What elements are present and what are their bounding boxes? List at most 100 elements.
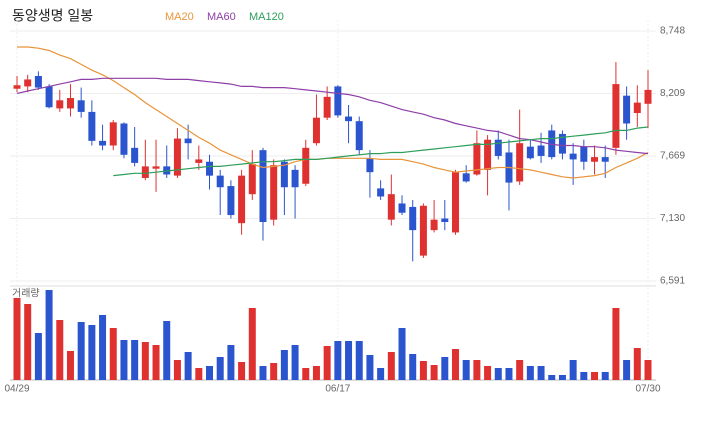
candle-body [441, 218, 449, 223]
candle-body [173, 138, 181, 176]
legend-label: MA60 [207, 11, 236, 23]
x-tick-label: 06/17 [325, 384, 350, 395]
candle-body [601, 157, 609, 162]
candle-body [484, 139, 492, 170]
candle-body [248, 164, 256, 195]
volume-bar [494, 368, 502, 380]
volume-bar [398, 328, 406, 380]
candle-body [526, 146, 534, 159]
candle-body [537, 145, 545, 156]
volume-bar [387, 352, 395, 380]
volume-bar [484, 366, 492, 380]
volume-bar [152, 345, 160, 380]
volume-bar [591, 372, 599, 380]
candle-body [109, 122, 117, 146]
candle-body [409, 206, 417, 231]
candle-body [45, 86, 53, 108]
volume-bar [227, 345, 235, 380]
y-tick-label: 8,748 [660, 26, 685, 37]
volume-bar [24, 304, 32, 380]
ma-line [16, 77, 649, 155]
candle-body [184, 138, 192, 144]
volume-bar [45, 290, 53, 380]
volume-bar [248, 308, 256, 380]
y-tick-label: 6,591 [660, 276, 685, 287]
volume-bar [56, 320, 64, 380]
volume-bar [99, 315, 107, 380]
volume-label: 거래량 [12, 288, 40, 300]
volume-bar [601, 372, 609, 380]
candle-body [56, 100, 64, 109]
volume-bar [280, 350, 288, 380]
volume-bar [131, 340, 139, 380]
volume-bar [323, 346, 331, 380]
volume-bar [430, 365, 438, 380]
volume-bar [377, 368, 385, 380]
candle-body [291, 169, 299, 188]
volume-bar [302, 368, 310, 380]
candle-body [494, 139, 502, 156]
volume-bar [312, 366, 320, 380]
candle-body [398, 203, 406, 213]
candle-body [580, 146, 588, 162]
candle-body [516, 143, 524, 182]
volume-bar [345, 341, 353, 380]
volume-bar [409, 354, 417, 380]
y-tick-label: 7,130 [660, 213, 685, 224]
candle-body [345, 116, 353, 122]
candle-body [323, 96, 331, 118]
x-tick-label: 04/29 [4, 384, 29, 395]
volume-bar [633, 348, 641, 380]
legend-label: MA20 [165, 11, 194, 23]
x-tick-label: 07/30 [635, 384, 660, 395]
volume-bar [270, 363, 278, 380]
volume-bar [34, 333, 42, 380]
candle-body [120, 123, 128, 155]
candle-body [131, 147, 139, 163]
candle-body [387, 194, 395, 220]
candle-body [302, 147, 310, 184]
volume-bar [195, 368, 203, 380]
volume-bar [141, 342, 149, 380]
candle-body [312, 117, 320, 144]
candle-body [206, 161, 214, 176]
volume-bar [366, 355, 374, 380]
y-tick-label: 7,669 [660, 151, 685, 162]
candle-body [66, 97, 74, 109]
volume-bar [66, 351, 74, 380]
volume-bar [451, 349, 459, 380]
candle-body [623, 95, 631, 124]
volume-bar [623, 360, 631, 380]
candle-body [591, 157, 599, 162]
volume-bar [120, 340, 128, 380]
volume-bar [569, 360, 577, 380]
volume-bar [238, 362, 246, 380]
volume-bar [505, 368, 513, 380]
ma-line [17, 46, 649, 179]
volume-bar [77, 322, 85, 380]
candle-body [34, 75, 42, 88]
candle-body [451, 172, 459, 233]
candle-body [334, 86, 342, 116]
volume-bar [419, 361, 427, 380]
volume-bar [291, 345, 299, 380]
volume-bar [173, 360, 181, 380]
volume-bar [88, 325, 96, 380]
volume-bar [526, 366, 534, 380]
candle-body [558, 133, 566, 154]
volume-bar [163, 321, 171, 380]
candle-body [366, 158, 374, 173]
volume-bar [216, 357, 224, 380]
legend-label: MA120 [249, 11, 284, 23]
candle-body [355, 121, 363, 151]
volume-bar [612, 308, 620, 380]
candle-body [419, 205, 427, 256]
candle-body [24, 79, 32, 87]
volume-bar [516, 360, 524, 380]
candle-body [88, 111, 96, 141]
candle-body [633, 102, 641, 114]
volume-bar [548, 375, 556, 380]
candle-body [270, 165, 278, 220]
candle-body [141, 166, 149, 178]
volume-bar [473, 360, 481, 380]
